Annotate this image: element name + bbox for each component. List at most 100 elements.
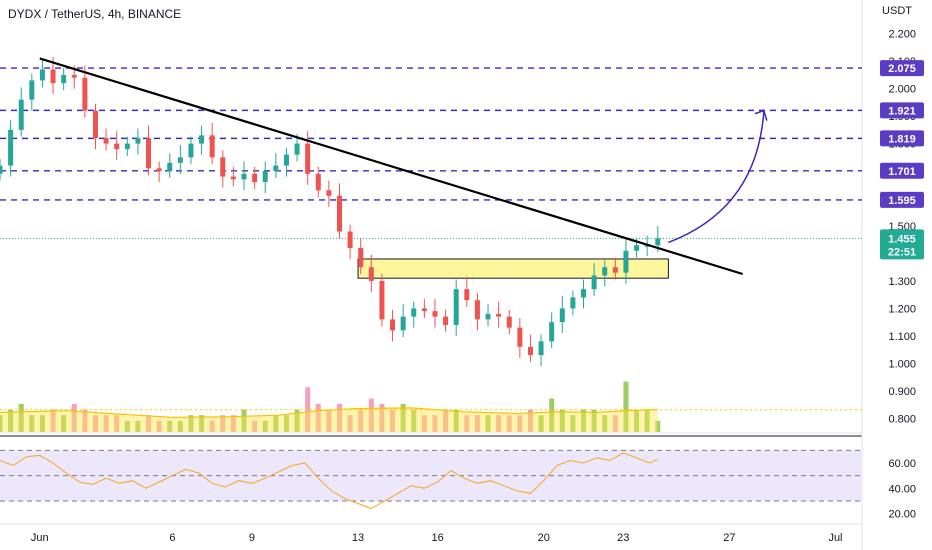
horizontal-levels [0, 67, 862, 201]
candle-body [612, 267, 618, 273]
time-tick-label: 23 [617, 532, 629, 544]
rsi-tick-label: 40.00 [888, 483, 916, 495]
volume-bar [114, 415, 120, 432]
candle-body [634, 245, 640, 251]
rsi-band [0, 450, 862, 501]
level-badge-label: 1.595 [888, 195, 916, 207]
candle-body [114, 143, 120, 150]
candle-body [347, 231, 353, 248]
volume-bar [634, 409, 640, 432]
candle-body [209, 135, 215, 158]
time-tick-label: Jul [828, 532, 842, 544]
candle-body [411, 308, 417, 317]
candle-body [0, 165, 3, 174]
candle-body [464, 289, 470, 301]
time-tick-label: 9 [249, 532, 255, 544]
candle-body [315, 173, 321, 191]
candle-body [199, 135, 205, 144]
volume-bar [262, 420, 268, 432]
volume-bar [135, 420, 141, 432]
volume-bar [527, 409, 533, 432]
volume-ma-area [0, 407, 658, 432]
time-tick-label: Jun [31, 532, 49, 544]
time-axis[interactable]: Jun 6 9 13 16 20 23 27 Jul [31, 532, 843, 544]
candle-body [188, 143, 194, 158]
volume-bar [209, 420, 215, 432]
volume-bar [485, 415, 491, 432]
volume-bar [496, 415, 502, 432]
level-badge [880, 162, 924, 179]
candle-body [559, 308, 565, 323]
volume-bar [103, 415, 109, 432]
volume-bar [347, 415, 353, 432]
volume-bar [612, 415, 618, 432]
volume-bar [167, 420, 173, 432]
candle-body [156, 168, 162, 172]
volume-bar [71, 404, 77, 432]
candle-body [623, 250, 629, 273]
candle-body [305, 143, 311, 174]
candle-body [602, 267, 608, 276]
volume-bar [220, 415, 226, 432]
volume-ma-line [0, 407, 658, 419]
candle-body [273, 165, 279, 172]
volume-bar [305, 387, 311, 432]
candle-body [103, 138, 109, 144]
projection-arrow-path[interactable] [668, 110, 765, 244]
descending-trendline[interactable] [39, 57, 743, 276]
level-badge-label: 1.921 [888, 105, 916, 117]
price-tick-label: 1.200 [888, 303, 916, 315]
volume-bar [230, 415, 236, 432]
candle-body [549, 322, 555, 342]
level-badge-label: 1.819 [888, 133, 916, 145]
volume-bar [453, 409, 459, 432]
rsi-axis: 60.00 40.00 20.00 [888, 458, 916, 521]
candle-body [655, 238, 661, 246]
candle-body [644, 245, 650, 247]
price-tick-label: 1.000 [888, 358, 916, 370]
current-price-value: 1.455 [888, 233, 916, 245]
time-tick-label: 16 [432, 532, 444, 544]
volume-bar [591, 409, 597, 432]
price-axis-unit: USDT [882, 5, 912, 17]
support-zone[interactable] [357, 258, 669, 279]
level-badge-label: 2.075 [888, 63, 916, 75]
volume-bar [581, 409, 587, 432]
candle-body [527, 346, 533, 356]
candle-body [453, 289, 459, 325]
volume-bar [29, 415, 35, 432]
volume-bar [188, 415, 194, 432]
candle-body [252, 173, 258, 183]
time-tick-label: 20 [538, 532, 550, 544]
candle-body [82, 77, 88, 111]
volume-bar [379, 404, 385, 432]
chart-title: DYDX / TetherUS, 4h, BINANCE [8, 7, 182, 21]
price-tick-label: 0.800 [888, 413, 916, 425]
candle-body [326, 190, 332, 196]
volume-bar [336, 404, 342, 432]
candle-body [167, 162, 173, 172]
candle-body [124, 143, 130, 150]
volume-bar [421, 415, 427, 432]
candle-body [230, 176, 236, 180]
candle-body [220, 157, 226, 177]
candles [0, 57, 661, 367]
candle-body [591, 275, 597, 290]
volume-bar [538, 415, 544, 432]
candle-body [358, 247, 364, 268]
rsi-tick-label: 20.00 [888, 509, 916, 521]
volume-bar [559, 409, 565, 432]
candle-body [538, 341, 544, 356]
volume-bar [92, 415, 98, 432]
volume-bar [368, 398, 374, 432]
volume-bar [326, 409, 332, 432]
price-tick-label: 2.200 [888, 29, 916, 41]
volume-bar [0, 415, 3, 432]
candle-body [18, 99, 24, 130]
time-tick-label: 13 [352, 532, 364, 544]
volume-bar [474, 415, 480, 432]
volume-bar [644, 409, 650, 432]
volume-bar [315, 404, 321, 432]
volume-bar [273, 415, 279, 432]
